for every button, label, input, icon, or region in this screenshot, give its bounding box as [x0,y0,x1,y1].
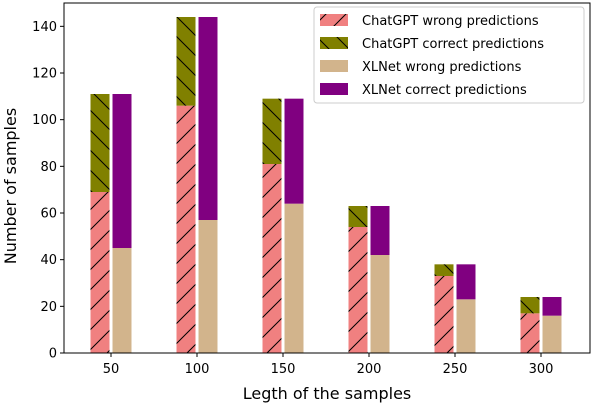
bar-hatch-chatgpt-correct-300 [520,297,540,314]
axes-frame [63,2,591,354]
bar-xlnet-wrong-150 [284,203,304,353]
bar-xlnet-correct-200 [370,206,390,255]
x-tick-label-300: 300 [529,362,554,377]
bar-hatch-chatgpt-wrong-300 [520,313,540,353]
x-tick-label-150: 150 [271,362,296,377]
bar-xlnet-correct-300 [542,297,562,316]
bar-hatch-chatgpt-wrong-250 [434,276,454,353]
legend-swatch-3 [320,83,348,95]
y-tick-label-80: 80 [40,160,57,175]
legend-swatch-2 [320,60,348,72]
bar-xlnet-correct-250 [456,264,476,300]
bar-xlnet-correct-50 [112,94,132,248]
y-tick-label-120: 120 [32,67,57,82]
x-axis-label: Legth of the samples [243,384,412,403]
bar-xlnet-wrong-250 [456,299,476,353]
x-tick-label-250: 250 [443,362,468,377]
x-tick-label-200: 200 [357,362,382,377]
bar-hatch-chatgpt-correct-50 [90,94,110,192]
y-tick-label-140: 140 [32,20,57,35]
y-axis-ticks: 0 20 40 60 80 100 120 140 [32,20,64,362]
legend-box [313,6,585,104]
bar-hatch-chatgpt-wrong-100 [176,105,196,354]
bar-hatch-chatgpt-correct-150 [262,98,282,164]
bars-layer [90,17,562,354]
legend: ChatGPT wrong predictions ChatGPT correct… [313,6,585,104]
bar-xlnet-wrong-100 [198,220,218,353]
legend-label-1: ChatGPT correct predictions [362,37,544,52]
bar-xlnet-wrong-300 [542,315,562,353]
y-tick-label-20: 20 [40,300,57,315]
bar-hatch-chatgpt-wrong-200 [348,227,368,353]
plot-frame [63,2,591,354]
legend-swatch-hatch-0 [320,14,348,26]
legend-label-2: XLNet wrong predictions [362,60,522,75]
y-tick-label-0: 0 [49,347,57,362]
y-axis-label: Number of samples [1,108,20,264]
x-axis-ticks: 50 100 150 200 250 300 [103,353,554,377]
bar-hatch-chatgpt-correct-200 [348,206,368,227]
y-tick-label-60: 60 [40,207,57,222]
bar-hatch-chatgpt-wrong-50 [90,192,110,353]
bar-xlnet-correct-150 [284,98,304,204]
bar-xlnet-wrong-200 [370,255,390,353]
y-tick-label-40: 40 [40,253,57,268]
bar-xlnet-wrong-50 [112,248,132,353]
legend-label-3: XLNet correct predictions [362,83,527,98]
legend-label-0: ChatGPT wrong predictions [362,14,539,29]
bar-xlnet-correct-100 [198,17,218,220]
bar-hatch-chatgpt-correct-250 [434,264,454,276]
y-tick-label-100: 100 [32,113,57,128]
x-tick-label-100: 100 [185,362,210,377]
bar-hatch-chatgpt-correct-100 [176,17,196,106]
bar-hatch-chatgpt-wrong-150 [262,164,282,353]
x-tick-label-50: 50 [103,362,120,377]
legend-swatch-hatch-1 [320,37,348,49]
